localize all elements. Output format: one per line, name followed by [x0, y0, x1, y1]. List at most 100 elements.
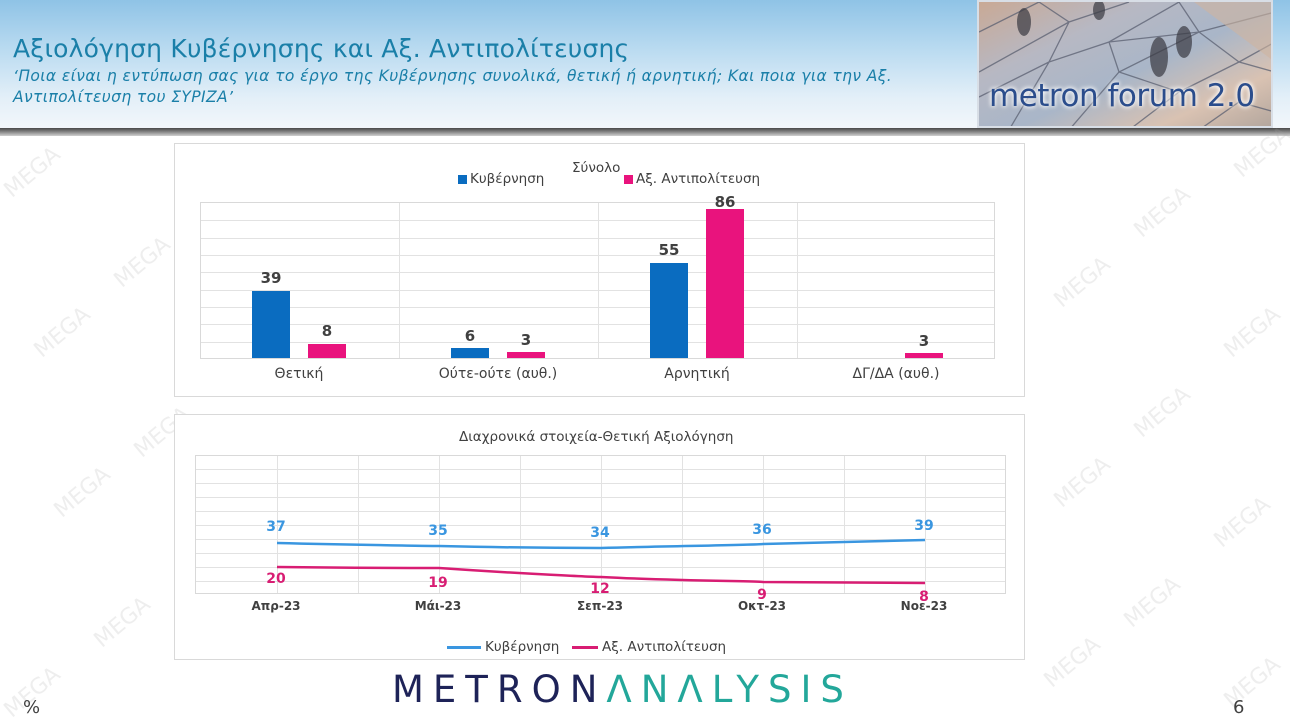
legend-opposition: Αξ. Αντιπολίτευση: [624, 171, 760, 187]
logo-text: metron forum 2.0: [989, 78, 1255, 114]
bar-value-label: 8: [321, 322, 333, 340]
bar-value-label: 3: [918, 332, 930, 350]
x-axis-label: Απρ-23: [251, 599, 301, 613]
point-label: 19: [428, 575, 448, 591]
legend-line-pink-icon: [572, 645, 598, 649]
brand-part-metron: METRON: [392, 668, 607, 711]
gridline: [196, 497, 1005, 498]
legend-label: Κυβέρνηση: [485, 639, 560, 655]
point-label: 20: [266, 571, 286, 587]
legend-swatch-blue-icon: [458, 174, 467, 184]
gridline: [201, 307, 994, 308]
slide-subtitle: ‘Ποια είναι η εντύπωση σας για το έργο τ…: [13, 67, 893, 106]
bar-opposition-neutral: [507, 352, 545, 358]
watermark: MEGA: [1129, 382, 1196, 443]
watermark: MEGA: [1039, 632, 1106, 693]
government-line: [276, 538, 926, 550]
metron-forum-logo: metron forum 2.0: [977, 0, 1273, 128]
point-label: 12: [590, 581, 610, 597]
metron-analysis-logo: METRONΛNΛLYSIS: [392, 668, 853, 711]
gridline: [196, 581, 1005, 582]
slide-title: Αξιολόγηση Κυβέρνησης και Αξ. Αντιπολίτε…: [13, 34, 630, 63]
watermark: MEGA: [1119, 572, 1186, 633]
legend-government: Κυβέρνηση: [447, 639, 559, 655]
bar-value-label: 55: [658, 241, 680, 259]
gridline: [201, 238, 994, 239]
gridline: [439, 456, 440, 593]
bar-government-neutral: [451, 348, 489, 358]
legend-label: Αξ. Αντιπολίτευση: [602, 639, 727, 655]
header-divider: [0, 128, 1290, 136]
gridline: [196, 483, 1005, 484]
gridline: [601, 456, 602, 593]
bar-opposition-dk: [905, 353, 943, 358]
bar-opposition-negative: [706, 209, 744, 358]
watermark: MEGA: [1049, 452, 1116, 513]
line-plot-area: [195, 455, 1006, 594]
bar-government-positive: [252, 291, 290, 358]
bar-value-label: 86: [714, 193, 736, 211]
gridline: [399, 203, 400, 358]
point-label: 35: [428, 523, 448, 539]
bar-value-label: 3: [520, 331, 532, 349]
watermark: MEGA: [1219, 652, 1286, 713]
line-series-svg: [276, 538, 926, 585]
legend-label: Κυβέρνηση: [470, 171, 545, 187]
gridline: [196, 539, 1005, 540]
gridline: [358, 456, 359, 593]
x-axis-label: Σεπ-23: [576, 599, 624, 613]
gridline: [277, 456, 278, 593]
unit-label: %: [23, 697, 41, 718]
page-number: 6: [1233, 697, 1245, 718]
category-label: ΔΓ/ΔΑ (αυθ.): [852, 366, 940, 382]
category-label: Αρνητική: [664, 366, 730, 382]
bar-chart-title: Σύνολο: [572, 160, 621, 176]
x-axis-label: Οκτ-23: [737, 599, 787, 613]
gridline: [196, 511, 1005, 512]
opposition-line: [276, 565, 926, 585]
watermark: MEGA: [29, 302, 96, 363]
legend-opposition: Αξ. Αντιπολίτευση: [572, 639, 726, 655]
point-label: 39: [914, 518, 934, 534]
gridline: [797, 203, 798, 358]
bar-value-label: 39: [260, 269, 282, 287]
brand-part-analysis: ΛNΛLYSIS: [606, 668, 853, 711]
bar-plot-area: [200, 202, 995, 359]
gridline: [201, 290, 994, 291]
watermark: MEGA: [0, 142, 66, 203]
bar-chart-panel: Σύνολο Κυβέρνηση Αξ. Αντιπολίτευση 39 8 …: [174, 143, 1025, 397]
legend-swatch-pink-icon: [624, 174, 633, 184]
gridline: [763, 456, 764, 593]
x-axis-label: Μάι-23: [414, 599, 462, 613]
gridline: [201, 255, 994, 256]
bar-value-label: 6: [464, 327, 476, 345]
gridline: [201, 272, 994, 273]
gridline: [520, 456, 521, 593]
watermark: MEGA: [49, 462, 116, 523]
gridline: [598, 203, 599, 358]
watermark: MEGA: [1209, 492, 1276, 553]
gridline: [196, 525, 1005, 526]
x-axis-label: Νοε-23: [900, 599, 948, 613]
bar-opposition-positive: [308, 344, 346, 358]
line-chart-panel: Διαχρονικά στοιχεία-Θετική Αξιολόγηση 37…: [174, 414, 1025, 660]
watermark: MEGA: [1129, 182, 1196, 243]
gridline: [196, 553, 1005, 554]
gridline: [196, 567, 1005, 568]
legend-label: Αξ. Αντιπολίτευση: [636, 171, 761, 187]
bar-government-negative: [650, 263, 688, 358]
point-label: 37: [266, 519, 286, 535]
gridline: [201, 324, 994, 325]
gridline: [682, 456, 683, 593]
watermark: MEGA: [109, 232, 176, 293]
legend-government: Κυβέρνηση: [458, 171, 544, 187]
category-label: Ούτε-ούτε (αυθ.): [438, 366, 558, 382]
point-label: 36: [752, 522, 772, 538]
point-label: 8: [919, 589, 929, 605]
watermark: MEGA: [89, 592, 156, 653]
gridline: [196, 469, 1005, 470]
gridline: [201, 342, 994, 343]
point-label: 34: [590, 525, 610, 541]
point-label: 9: [757, 587, 767, 603]
logo-background-image: [979, 2, 1271, 126]
